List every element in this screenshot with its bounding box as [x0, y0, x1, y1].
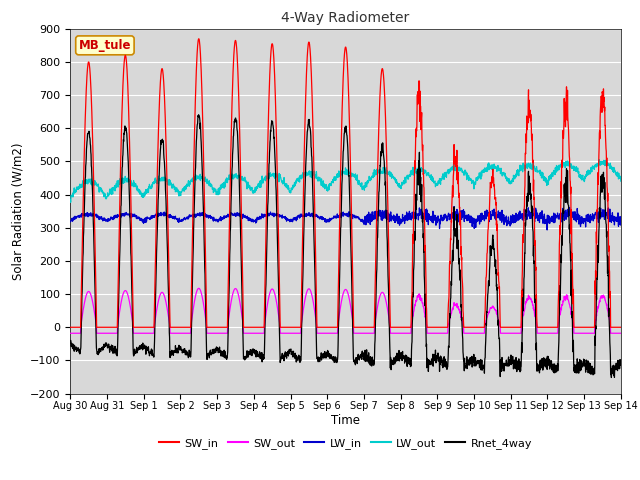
X-axis label: Time: Time [331, 414, 360, 427]
Title: 4-Way Radiometer: 4-Way Radiometer [282, 11, 410, 25]
Y-axis label: Solar Radiation (W/m2): Solar Radiation (W/m2) [12, 143, 24, 280]
Text: MB_tule: MB_tule [79, 39, 131, 52]
Legend: SW_in, SW_out, LW_in, LW_out, Rnet_4way: SW_in, SW_out, LW_in, LW_out, Rnet_4way [155, 434, 536, 454]
